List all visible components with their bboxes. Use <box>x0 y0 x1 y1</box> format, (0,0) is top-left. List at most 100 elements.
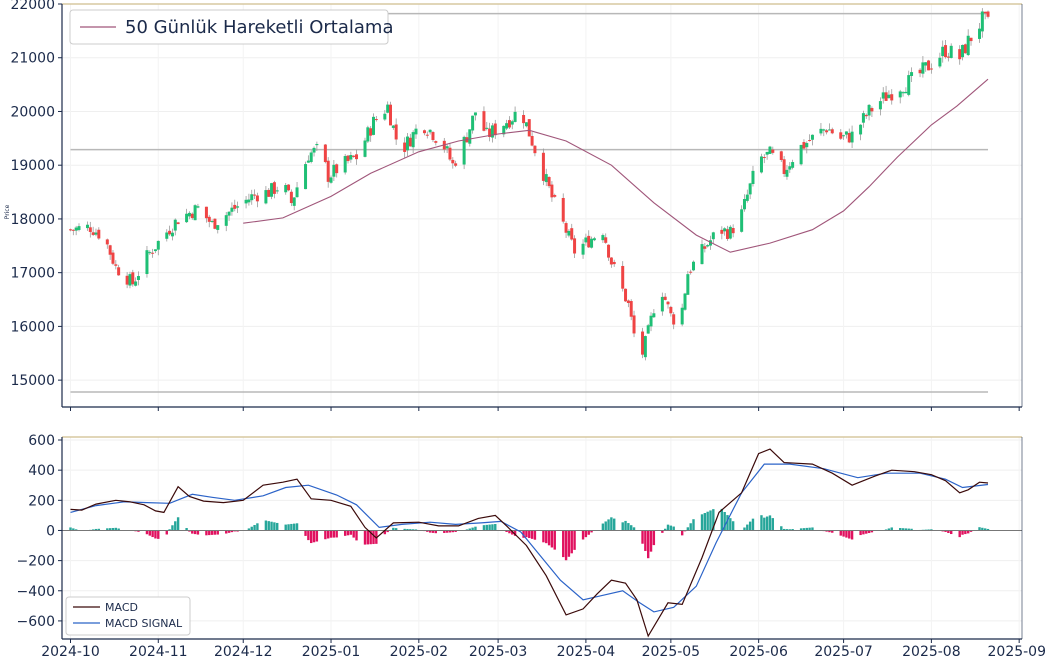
macd-histogram-bar <box>887 528 891 531</box>
candle-body <box>326 160 330 182</box>
candle <box>275 186 279 194</box>
candle-body <box>768 146 772 154</box>
candle <box>187 211 191 220</box>
candle <box>349 151 353 163</box>
candle <box>168 225 172 236</box>
x-tick-label: 2024-12 <box>214 644 273 660</box>
candle-body <box>785 169 789 177</box>
macd-histogram-bar <box>564 530 568 561</box>
macd-histogram-bar <box>394 528 398 531</box>
candle <box>805 141 809 154</box>
candle <box>844 131 848 139</box>
macd-histogram-bar <box>743 527 746 531</box>
candle <box>148 250 152 255</box>
candle <box>414 124 418 139</box>
candle-body <box>986 11 990 17</box>
candle-body <box>173 219 177 231</box>
candle <box>541 148 545 186</box>
macd-histogram-bar <box>409 529 412 531</box>
candle-body <box>624 288 628 302</box>
candle-body <box>422 130 426 134</box>
candle-body <box>881 92 885 99</box>
candle-body <box>329 177 333 183</box>
candle-body <box>151 252 155 254</box>
candle-body <box>488 128 492 137</box>
candle-body <box>890 94 894 101</box>
macd-histogram-bar <box>680 530 684 536</box>
macd-y-tick-label: 600 <box>28 433 55 449</box>
candle <box>244 196 248 209</box>
candle <box>762 154 766 164</box>
macd-histogram-bar <box>686 527 690 531</box>
candle-body <box>425 134 429 136</box>
candle-body <box>372 116 376 135</box>
candle <box>394 118 398 145</box>
candle <box>473 112 477 121</box>
macd-histogram-bar <box>111 527 115 531</box>
candle <box>827 123 831 131</box>
candle-body <box>346 155 350 162</box>
macd-histogram-bar <box>114 527 118 531</box>
signal-legend-label: MACD SIGNAL <box>105 617 183 630</box>
candle-body <box>847 132 851 143</box>
candle <box>434 140 438 146</box>
macd-histogram-bar <box>613 518 616 531</box>
candle <box>74 225 78 236</box>
candle-body <box>383 113 387 120</box>
macd-histogram-bar <box>468 528 471 531</box>
candle <box>213 218 217 230</box>
candle <box>295 181 299 198</box>
candle-body <box>751 170 755 185</box>
candle-body <box>522 114 526 124</box>
macd-histogram-bar <box>485 524 488 531</box>
candle-body <box>541 152 545 181</box>
macd-histogram-bar <box>411 529 415 531</box>
candle-body <box>711 232 715 240</box>
macd-histogram-bar <box>890 527 893 531</box>
candle <box>343 153 347 175</box>
macd-histogram-bar <box>276 522 279 531</box>
sma-50-line <box>243 78 989 253</box>
macd-histogram-bar <box>746 524 749 531</box>
candle <box>216 224 220 234</box>
candle <box>482 106 486 132</box>
macd-histogram-bar <box>145 530 149 535</box>
candle <box>77 223 81 232</box>
candle-body <box>170 232 174 237</box>
candle-body <box>725 229 729 239</box>
candle-body <box>561 197 565 222</box>
candle <box>306 155 310 163</box>
macd-histogram-bar <box>508 530 511 534</box>
macd-histogram-bar <box>304 530 307 536</box>
candle <box>748 182 752 200</box>
macd-histogram-bar <box>573 530 576 550</box>
macd-histogram-bar <box>191 530 194 534</box>
candle-body <box>264 190 268 204</box>
candle-body <box>388 104 392 126</box>
candle <box>881 87 885 104</box>
candle <box>723 227 727 236</box>
candle-body <box>448 147 452 160</box>
price-panel: 15000 16000 17000 18000 19000 20000 21000 22000 <box>10 0 1023 411</box>
candle-body <box>822 129 826 131</box>
candle <box>802 139 806 150</box>
macd-histogram-bar <box>964 530 967 535</box>
candle-body <box>692 261 696 271</box>
candle-body <box>295 187 299 198</box>
candle <box>788 162 792 173</box>
candle <box>485 121 489 131</box>
x-tick-label: 2025-05 <box>642 644 701 660</box>
candle <box>561 193 565 224</box>
candle <box>921 56 925 78</box>
candle <box>210 219 214 224</box>
macd-histogram-bar <box>386 530 389 533</box>
macd-histogram-bar <box>247 528 251 531</box>
candle <box>779 150 783 162</box>
candle <box>388 101 392 126</box>
candle-body <box>581 243 585 255</box>
macd-y-tick-label: −200 <box>17 554 55 570</box>
macd-histogram-bar <box>106 528 109 531</box>
candle-body <box>819 128 823 134</box>
candle <box>961 44 965 61</box>
candle-body <box>921 62 925 74</box>
